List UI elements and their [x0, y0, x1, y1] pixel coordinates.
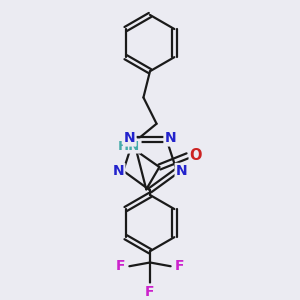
Text: F: F — [174, 259, 184, 273]
Text: N: N — [113, 164, 124, 178]
Text: HN: HN — [118, 140, 140, 152]
Text: N: N — [124, 131, 136, 146]
Text: N: N — [164, 131, 176, 146]
Text: F: F — [145, 285, 155, 298]
Text: F: F — [116, 259, 126, 273]
Text: O: O — [190, 148, 202, 163]
Text: N: N — [176, 164, 187, 178]
